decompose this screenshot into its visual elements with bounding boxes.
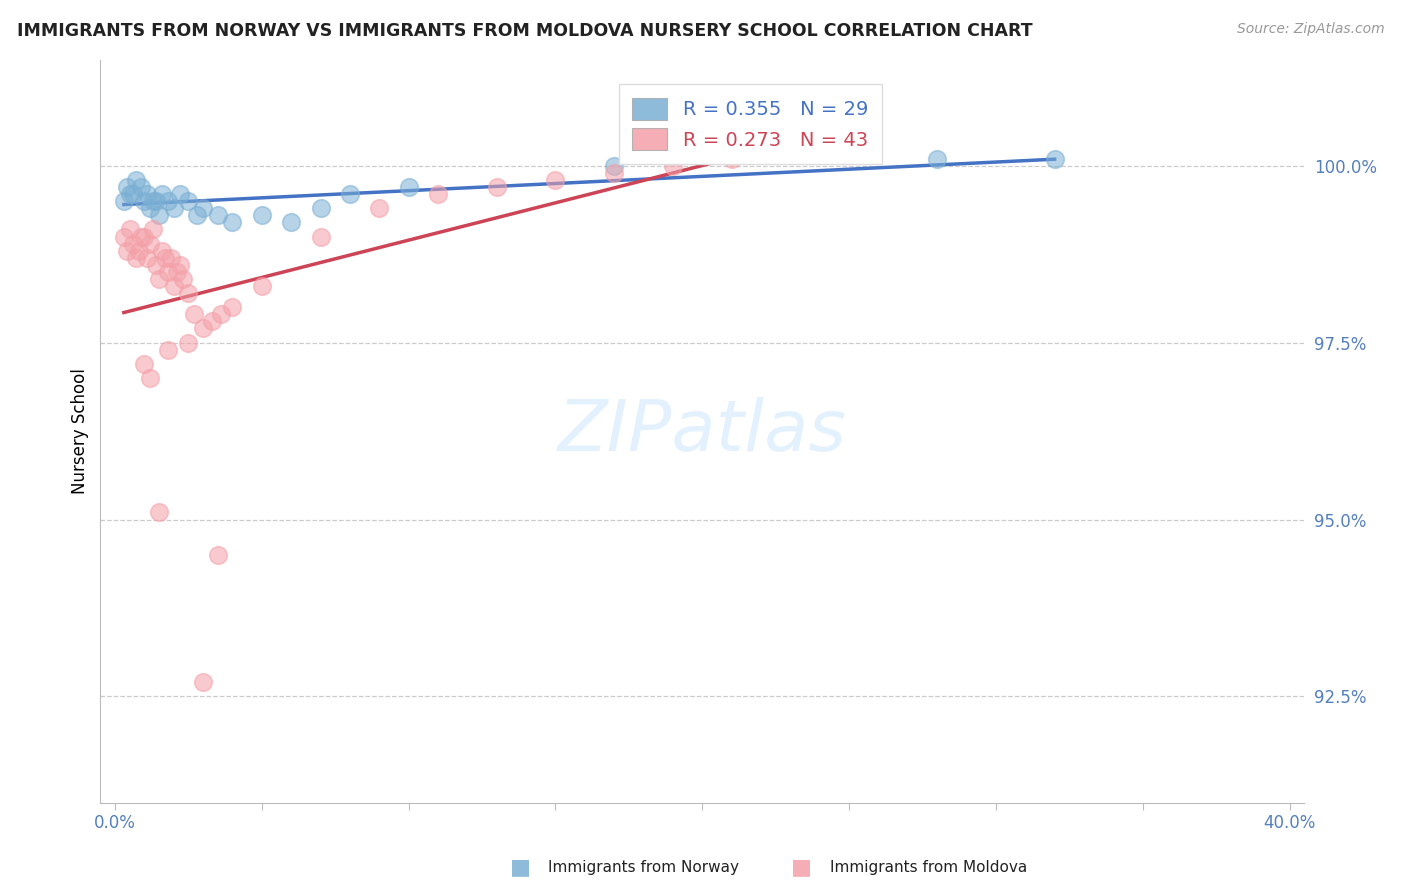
Point — [159, 251, 181, 265]
Point — [177, 194, 200, 208]
Point — [309, 229, 332, 244]
Point — [603, 159, 626, 173]
Text: Immigrants from Moldova: Immigrants from Moldova — [830, 860, 1026, 874]
Point — [139, 371, 162, 385]
Point — [221, 215, 243, 229]
Text: ZIPatlas: ZIPatlas — [558, 397, 846, 466]
Point — [148, 208, 170, 222]
Point — [131, 180, 153, 194]
Point — [169, 258, 191, 272]
Point — [485, 180, 508, 194]
Text: ■: ■ — [510, 857, 530, 877]
Point — [153, 251, 176, 265]
Point — [207, 208, 229, 222]
Point — [115, 180, 138, 194]
Text: IMMIGRANTS FROM NORWAY VS IMMIGRANTS FROM MOLDOVA NURSERY SCHOOL CORRELATION CHA: IMMIGRANTS FROM NORWAY VS IMMIGRANTS FRO… — [17, 22, 1032, 40]
Point — [250, 279, 273, 293]
Point — [139, 236, 162, 251]
Point — [145, 194, 167, 208]
Point — [142, 194, 165, 208]
Point — [280, 215, 302, 229]
Point — [166, 265, 188, 279]
Point — [163, 201, 186, 215]
Point — [148, 272, 170, 286]
Point — [112, 194, 135, 208]
Point — [131, 229, 153, 244]
Point — [150, 244, 173, 258]
Point — [201, 314, 224, 328]
Point — [177, 286, 200, 301]
Text: Source: ZipAtlas.com: Source: ZipAtlas.com — [1237, 22, 1385, 37]
Point — [156, 194, 179, 208]
Point — [121, 187, 143, 202]
Point — [148, 506, 170, 520]
Point — [112, 229, 135, 244]
Point — [150, 187, 173, 202]
Legend: R = 0.355   N = 29, R = 0.273   N = 43: R = 0.355 N = 29, R = 0.273 N = 43 — [619, 84, 882, 164]
Point — [177, 335, 200, 350]
Point — [118, 187, 141, 202]
Point — [121, 236, 143, 251]
Point — [191, 201, 214, 215]
Point — [124, 251, 146, 265]
Point — [207, 548, 229, 562]
Point — [134, 194, 156, 208]
Point — [136, 251, 159, 265]
Point — [309, 201, 332, 215]
Point — [172, 272, 194, 286]
Point — [191, 321, 214, 335]
Point — [398, 180, 420, 194]
Point — [128, 244, 150, 258]
Point — [603, 166, 626, 180]
Point — [145, 258, 167, 272]
Point — [250, 208, 273, 222]
Point — [136, 187, 159, 202]
Point — [209, 307, 232, 321]
Point — [139, 201, 162, 215]
Point — [662, 159, 685, 173]
Point — [118, 222, 141, 236]
Point — [163, 279, 186, 293]
Point — [134, 229, 156, 244]
Point — [186, 208, 208, 222]
Text: Immigrants from Norway: Immigrants from Norway — [548, 860, 740, 874]
Point — [169, 187, 191, 202]
Point — [183, 307, 205, 321]
Point — [115, 244, 138, 258]
Text: ■: ■ — [792, 857, 811, 877]
Point — [156, 343, 179, 357]
Point — [720, 152, 742, 166]
Point — [544, 173, 567, 187]
Point — [339, 187, 361, 202]
Point — [927, 152, 949, 166]
Point — [191, 675, 214, 690]
Point — [142, 222, 165, 236]
Point — [1043, 152, 1066, 166]
Y-axis label: Nursery School: Nursery School — [72, 368, 89, 494]
Point — [156, 265, 179, 279]
Point — [368, 201, 391, 215]
Point — [134, 357, 156, 371]
Point — [124, 173, 146, 187]
Point — [221, 300, 243, 314]
Point — [427, 187, 450, 202]
